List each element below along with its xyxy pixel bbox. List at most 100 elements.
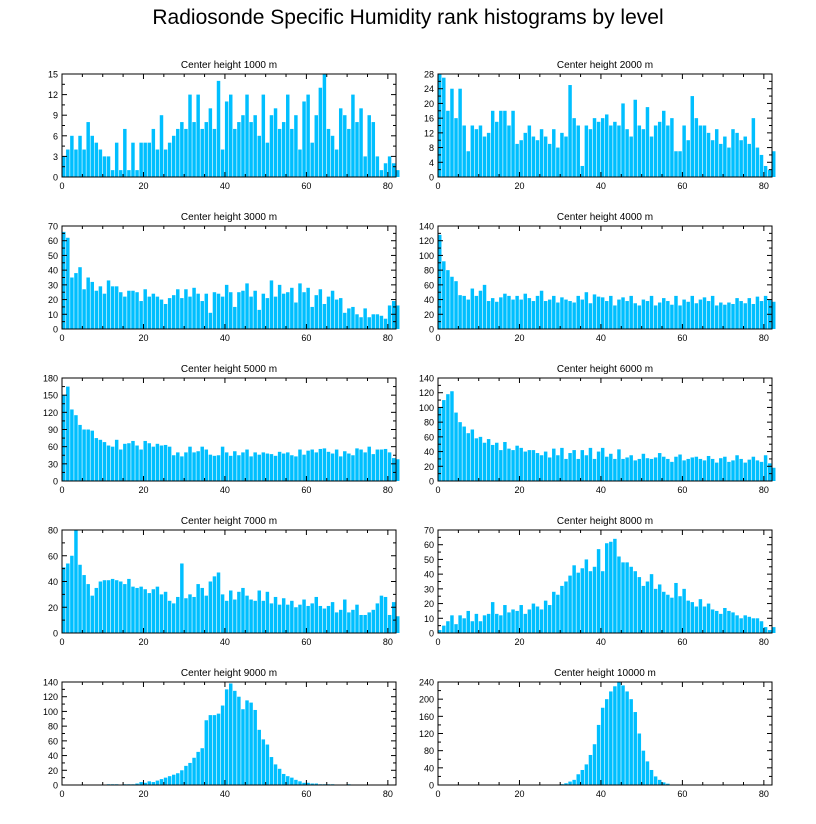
histogram-bar: [82, 149, 86, 177]
histogram-bar: [192, 452, 196, 481]
histogram-bar: [208, 312, 213, 329]
histogram-bar: [241, 587, 245, 633]
histogram-bar: [86, 584, 90, 633]
histogram-bar: [310, 783, 314, 785]
y-tick-label: 40: [424, 763, 434, 773]
histogram-bar: [547, 605, 552, 633]
y-tick-label: 140: [43, 678, 58, 688]
histogram-bar: [379, 449, 384, 481]
histogram-bar: [383, 163, 388, 177]
histogram-bar: [572, 302, 576, 329]
histogram-bar: [176, 128, 180, 177]
x-tick-label: 20: [138, 637, 148, 647]
histogram-bar: [609, 541, 613, 633]
histogram-bar: [90, 430, 94, 481]
histogram-bar: [495, 301, 499, 329]
x-tick-label: 60: [677, 485, 687, 495]
histogram-bar: [237, 455, 241, 481]
histogram-bar: [543, 301, 548, 329]
histogram-bar: [531, 301, 536, 329]
histogram-bar: [499, 297, 503, 329]
histogram-bar: [596, 296, 601, 329]
histogram-bar: [159, 594, 164, 634]
histogram-bar: [306, 287, 310, 329]
histogram-bar: [269, 280, 274, 329]
histogram-bar: [495, 121, 499, 177]
histogram-bar: [486, 613, 491, 633]
histogram-bar: [470, 125, 475, 177]
histogram-bar: [322, 608, 327, 633]
histogram-bar: [507, 125, 511, 177]
x-tick-label: 20: [138, 181, 148, 191]
x-tick-label: 0: [435, 333, 440, 343]
histogram-bar: [155, 586, 160, 633]
x-tick-label: 0: [59, 789, 64, 799]
histogram-bar: [334, 149, 339, 177]
histogram-bar: [706, 132, 711, 177]
histogram-bar: [686, 301, 690, 329]
histogram-bar: [751, 456, 756, 481]
histogram-bar: [114, 580, 119, 633]
histogram-bar: [387, 305, 392, 329]
x-tick-label: 80: [759, 485, 769, 495]
histogram-bar: [74, 415, 78, 481]
histogram-bar: [613, 538, 617, 633]
histogram-bar: [723, 304, 727, 329]
histogram-bar: [155, 296, 160, 329]
histogram-bar: [580, 165, 585, 177]
y-tick-label: 10: [424, 614, 434, 624]
y-tick-label: 60: [424, 432, 434, 442]
histogram-bar: [637, 577, 642, 633]
histogram-bar: [727, 610, 731, 633]
histogram-bar: [547, 299, 552, 329]
histogram-bar: [674, 151, 678, 177]
histogram-bar: [151, 782, 156, 785]
panel-title: Center height 4000 m: [557, 212, 653, 223]
histogram-bar: [396, 616, 400, 633]
histogram-bar: [495, 442, 499, 481]
histogram-bar: [119, 292, 123, 329]
histogram-bar: [552, 448, 556, 481]
histogram-bar: [257, 309, 261, 329]
histogram-bar: [641, 750, 646, 785]
histogram-bar: [310, 142, 314, 177]
histogram-bar: [641, 453, 646, 481]
histogram-bar: [535, 140, 540, 177]
histogram-bar: [135, 587, 139, 633]
histogram-bar: [727, 461, 731, 481]
histogram-bar: [755, 460, 760, 481]
histogram-bar: [519, 299, 523, 329]
histogram-bar: [759, 621, 764, 633]
histogram-bar: [759, 461, 764, 481]
histogram-bar: [273, 296, 278, 329]
histogram-bar: [334, 299, 339, 329]
histogram-bar: [249, 702, 253, 785]
histogram-bar: [330, 135, 335, 177]
histogram-bar: [314, 596, 319, 633]
histogram-bar: [359, 317, 363, 329]
histogram-bar: [237, 591, 241, 633]
histogram-bar: [560, 447, 564, 481]
y-tick-label: 9: [53, 111, 58, 121]
histogram-bar: [731, 460, 735, 481]
histogram-bar: [600, 118, 605, 177]
histogram-bar: [229, 292, 233, 329]
x-tick-label: 40: [220, 789, 230, 799]
histogram-bar: [645, 107, 650, 177]
y-tick-label: 0: [429, 477, 434, 487]
y-tick-label: 60: [48, 736, 58, 746]
histogram-bar: [338, 456, 343, 481]
y-tick-label: 30: [424, 584, 434, 594]
histogram-bar: [66, 237, 70, 329]
histogram-bar: [273, 455, 278, 481]
histogram-bar: [114, 142, 119, 177]
y-tick-label: 50: [48, 251, 58, 261]
histogram-bar: [216, 455, 221, 481]
histogram-bar: [633, 303, 637, 329]
histogram-bar: [135, 170, 139, 177]
histogram-bar: [310, 603, 314, 633]
histogram-bar: [625, 691, 629, 785]
histogram-bar: [731, 612, 735, 633]
histogram-bar: [208, 108, 213, 177]
histogram-bar: [253, 290, 257, 329]
